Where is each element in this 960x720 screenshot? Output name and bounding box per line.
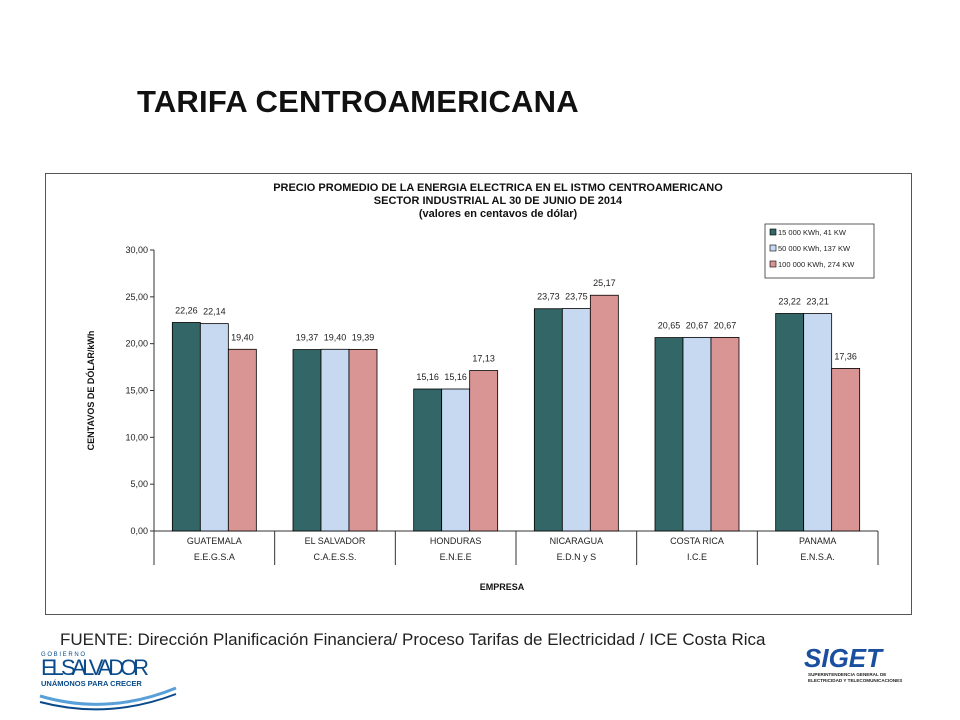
subcategory-label: E.N.S.A. bbox=[800, 552, 835, 562]
subcategory-label: C.A.E.S.S. bbox=[313, 552, 356, 562]
y-tick-label: 15,00 bbox=[125, 386, 148, 396]
category-label: EL SALVADOR bbox=[305, 536, 366, 546]
data-label-2-1: 22,14 bbox=[203, 307, 226, 317]
subcategory-label: E.D.N y S bbox=[557, 552, 597, 562]
bar-2-3 bbox=[441, 388, 471, 532]
logo-country-text: EL SALVADOR bbox=[41, 655, 149, 680]
y-tick-label: 5,00 bbox=[130, 479, 148, 489]
subcategory-label: E.E.G.S.A bbox=[194, 552, 235, 562]
bar-3-2 bbox=[348, 348, 378, 532]
legend-label-1: 15 000 KWh, 41 KW bbox=[778, 228, 847, 237]
bar-2-6 bbox=[803, 313, 833, 532]
bar-1-5 bbox=[654, 337, 684, 532]
y-tick-label: 20,00 bbox=[125, 339, 148, 349]
bar-2-1 bbox=[199, 323, 229, 532]
data-label-3-6: 17,36 bbox=[834, 351, 857, 361]
bar-2-4 bbox=[561, 308, 591, 532]
chart-title-line-1: PRECIO PROMEDIO DE LA ENERGIA ELECTRICA … bbox=[273, 182, 723, 194]
category-label: PANAMA bbox=[799, 536, 836, 546]
bar-chart: PRECIO PROMEDIO DE LA ENERGIA ELECTRICA … bbox=[85, 182, 879, 592]
legend-swatch-1 bbox=[769, 228, 777, 236]
siget-name-text: SIGET bbox=[804, 643, 884, 673]
data-label-3-1: 19,40 bbox=[231, 332, 254, 342]
legend-swatch-3 bbox=[769, 260, 777, 268]
bar-3-6 bbox=[831, 367, 861, 532]
y-tick-label: 30,00 bbox=[125, 245, 148, 255]
data-label-3-3: 17,13 bbox=[472, 354, 495, 364]
bar-2-5 bbox=[682, 336, 712, 532]
bar-3-4 bbox=[589, 294, 619, 532]
source-note: FUENTE: Dirección Planificación Financie… bbox=[60, 630, 766, 649]
y-axis-label: CENTAVOS DE DÓLAR/kWh bbox=[85, 331, 96, 451]
subcategory-label: E.N.E.E bbox=[440, 552, 472, 562]
bar-2-2 bbox=[320, 348, 350, 532]
data-label-3-5: 20,67 bbox=[714, 320, 737, 330]
subcategory-label: I.C.E bbox=[687, 552, 707, 562]
y-tick-label: 25,00 bbox=[125, 292, 148, 302]
legend-label-3: 100 000 KWh, 274 KW bbox=[778, 260, 855, 269]
siget-sub1-text: SUPERINTENDENCIA GENERAL DE bbox=[808, 672, 886, 677]
data-label-3-4: 25,17 bbox=[593, 278, 616, 288]
data-label-1-3: 15,16 bbox=[416, 372, 439, 382]
category-label: HONDURAS bbox=[430, 536, 482, 546]
category-label: NICARAGUA bbox=[550, 536, 604, 546]
data-label-1-2: 19,37 bbox=[296, 333, 319, 343]
bar-3-1 bbox=[227, 348, 257, 532]
chart-title-line-2: SECTOR INDUSTRIAL AL 30 DE JUNIO DE 2014 bbox=[374, 195, 623, 207]
data-label-2-2: 19,40 bbox=[324, 332, 347, 342]
data-label-2-4: 23,75 bbox=[565, 292, 588, 302]
data-label-1-1: 22,26 bbox=[175, 305, 198, 315]
category-label: COSTA RICA bbox=[670, 536, 724, 546]
data-label-1-4: 23,73 bbox=[537, 292, 560, 302]
logo-gobierno-text: G O B I E R N O bbox=[41, 652, 85, 658]
data-label-1-5: 20,65 bbox=[658, 321, 681, 331]
logo-swoosh-icon bbox=[39, 686, 177, 706]
bar-1-4 bbox=[533, 308, 563, 532]
category-label: GUATEMALA bbox=[187, 536, 242, 546]
bar-1-3 bbox=[413, 388, 443, 532]
el-salvador-logo: G O B I E R N O EL SALVADOR UNÁMONOS PAR… bbox=[39, 652, 177, 711]
legend-label-2: 50 000 KWh, 137 KW bbox=[778, 244, 851, 253]
bar-1-6 bbox=[775, 313, 805, 532]
siget-logo: SIGET SUPERINTENDENCIA GENERAL DE ELECTR… bbox=[804, 643, 902, 683]
data-label-2-5: 20,67 bbox=[686, 320, 709, 330]
x-axis-label: EMPRESA bbox=[480, 582, 525, 592]
logo-swoosh-icon-2 bbox=[39, 693, 177, 711]
bar-3-5 bbox=[710, 336, 740, 532]
bar-1-2 bbox=[292, 349, 322, 532]
chart-frame: PRECIO PROMEDIO DE LA ENERGIA ELECTRICA … bbox=[45, 173, 912, 615]
chart-title-line-3: (valores en centavos de dólar) bbox=[419, 208, 578, 220]
bar-3-3 bbox=[469, 370, 499, 532]
slide-title: TARIFA CENTROAMERICANA bbox=[137, 84, 579, 119]
y-tick-label: 10,00 bbox=[125, 432, 148, 442]
y-tick-label: 0,00 bbox=[130, 526, 148, 536]
legend-box bbox=[764, 223, 875, 279]
data-label-1-6: 23,22 bbox=[778, 297, 801, 307]
data-label-3-2: 19,39 bbox=[352, 332, 375, 342]
logo-motto-text: UNÁMONOS PARA CRECER bbox=[41, 679, 142, 688]
bar-1-1 bbox=[171, 322, 201, 532]
legend-swatch-2 bbox=[769, 244, 777, 252]
data-label-2-6: 23,21 bbox=[806, 297, 829, 307]
data-label-2-3: 15,16 bbox=[444, 372, 467, 382]
siget-sub2-text: ELECTRICIDAD Y TELECOMUNICACIONES bbox=[808, 678, 902, 683]
